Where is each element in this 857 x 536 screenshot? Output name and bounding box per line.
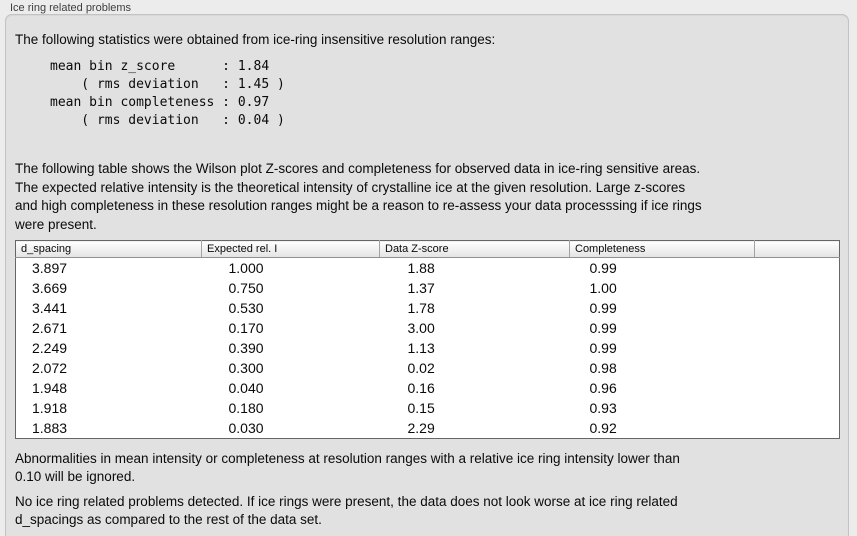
table-cell: 1.883 (32, 420, 68, 436)
table-cell: 1.88 (407, 260, 435, 276)
table-cell: 2.29 (407, 420, 435, 436)
table-cell: 0.040 (228, 380, 264, 396)
table-cell: 1.13 (407, 340, 435, 356)
table-cell: 0.300 (228, 360, 264, 376)
table-row[interactable]: 3.669 0.750 1.37 1.00 (16, 278, 840, 298)
table-cell: 0.15 (407, 400, 435, 416)
table-cell: 0.030 (228, 420, 264, 436)
table-cell: 0.170 (228, 320, 264, 336)
table-cell: 0.390 (228, 340, 264, 356)
table-cell: 2.671 (32, 320, 68, 336)
table-intro-text: The following table shows the Wilson plo… (15, 161, 702, 232)
table-cell: 1.918 (32, 400, 68, 416)
table-cell-empty (755, 318, 840, 338)
ignore-note-text: Abnormalities in mean intensity or compl… (15, 451, 680, 484)
table-row[interactable]: 3.897 1.000 1.88 0.99 (16, 258, 840, 279)
table-cell: 2.072 (32, 360, 68, 376)
table-row[interactable]: 3.441 0.530 1.78 0.99 (16, 298, 840, 318)
table-cell-empty (755, 258, 840, 279)
column-header-empty (754, 240, 840, 258)
table-cell: 0.99 (589, 260, 617, 276)
table-cell: 1.000 (228, 260, 264, 276)
table-cell: 0.750 (228, 280, 264, 296)
table-header-row: d_spacing Expected rel. I Data Z-score C… (15, 240, 840, 258)
table-cell: 1.948 (32, 380, 68, 396)
table-cell: 0.180 (228, 400, 264, 416)
column-header-data-z-score[interactable]: Data Z-score (379, 240, 570, 258)
conclusion-text: No ice ring related problems detected. I… (15, 494, 678, 527)
column-header-completeness[interactable]: Completeness (569, 240, 755, 258)
table-cell-empty (755, 378, 840, 398)
table-row[interactable]: 1.948 0.040 0.16 0.96 (16, 378, 840, 398)
column-header-expected-rel-i[interactable]: Expected rel. I (201, 240, 380, 258)
table-cell: 0.02 (407, 360, 435, 376)
table-cell: 3.897 (32, 260, 68, 276)
table-cell-empty (755, 278, 840, 298)
table-cell: 0.16 (407, 380, 435, 396)
table-cell: 0.99 (589, 300, 617, 316)
table-cell: 0.93 (589, 400, 617, 416)
ice-ring-table[interactable]: d_spacing Expected rel. I Data Z-score C… (15, 240, 840, 439)
table-row[interactable]: 2.072 0.300 0.02 0.98 (16, 358, 840, 378)
table-cell: 1.00 (589, 280, 617, 296)
table-cell: 2.249 (32, 340, 68, 356)
table-cell-empty (755, 398, 840, 418)
table-cell: 0.92 (589, 420, 617, 436)
stats-block: mean bin z_score : 1.84 ( rms deviation … (50, 59, 285, 128)
table-row[interactable]: 2.249 0.390 1.13 0.99 (16, 338, 840, 358)
table-cell-empty (755, 418, 840, 439)
table-body: 3.897 1.000 1.88 0.99 3.669 0.750 1.37 1.00 3.44… (16, 258, 840, 439)
table-cell: 0.99 (589, 340, 617, 356)
ice-ring-panel: The following statistics were obtained f… (5, 14, 849, 536)
intro-text: The following statistics were obtained f… (15, 32, 496, 47)
table-cell: 0.96 (589, 380, 617, 396)
table-cell-empty (755, 358, 840, 378)
table-cell: 3.669 (32, 280, 68, 296)
table-cell: 3.441 (32, 300, 68, 316)
table-cell: 3.00 (407, 320, 435, 336)
table-cell: 0.99 (589, 320, 617, 336)
table-row[interactable]: 2.671 0.170 3.00 0.99 (16, 318, 840, 338)
table-cell: 0.530 (228, 300, 264, 316)
table-row[interactable]: 1.883 0.030 2.29 0.92 (16, 418, 840, 439)
column-header-d-spacing[interactable]: d_spacing (15, 240, 202, 258)
table-cell: 1.78 (407, 300, 435, 316)
table-cell-empty (755, 338, 840, 358)
table-cell: 0.98 (589, 360, 617, 376)
groupbox-title: Ice ring related problems (10, 2, 132, 14)
table-cell-empty (755, 298, 840, 318)
table-row[interactable]: 1.918 0.180 0.15 0.93 (16, 398, 840, 418)
table-cell: 1.37 (407, 280, 435, 296)
